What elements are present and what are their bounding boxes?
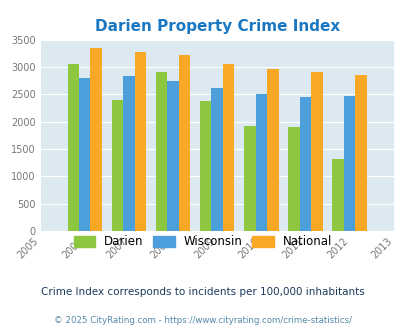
Bar xyxy=(67,64,79,231)
Bar xyxy=(200,101,211,231)
Bar xyxy=(156,72,167,231)
Bar xyxy=(243,126,255,231)
Bar xyxy=(134,52,146,231)
Legend: Darien, Wisconsin, National: Darien, Wisconsin, National xyxy=(69,231,336,253)
Bar xyxy=(255,94,266,231)
Bar xyxy=(222,64,234,231)
Bar xyxy=(79,78,90,231)
Bar xyxy=(211,88,222,231)
Bar xyxy=(178,55,190,231)
Text: Crime Index corresponds to incidents per 100,000 inhabitants: Crime Index corresponds to incidents per… xyxy=(41,287,364,297)
Bar xyxy=(311,72,322,231)
Bar xyxy=(288,127,299,231)
Bar xyxy=(332,159,343,231)
Bar xyxy=(343,96,354,231)
Bar xyxy=(354,75,366,231)
Bar xyxy=(123,76,134,231)
Title: Darien Property Crime Index: Darien Property Crime Index xyxy=(94,19,339,34)
Bar xyxy=(167,81,178,231)
Text: © 2025 CityRating.com - https://www.cityrating.com/crime-statistics/: © 2025 CityRating.com - https://www.city… xyxy=(54,315,351,325)
Bar xyxy=(299,97,311,231)
Bar xyxy=(266,69,278,231)
Bar xyxy=(111,100,123,231)
Bar xyxy=(90,49,102,231)
